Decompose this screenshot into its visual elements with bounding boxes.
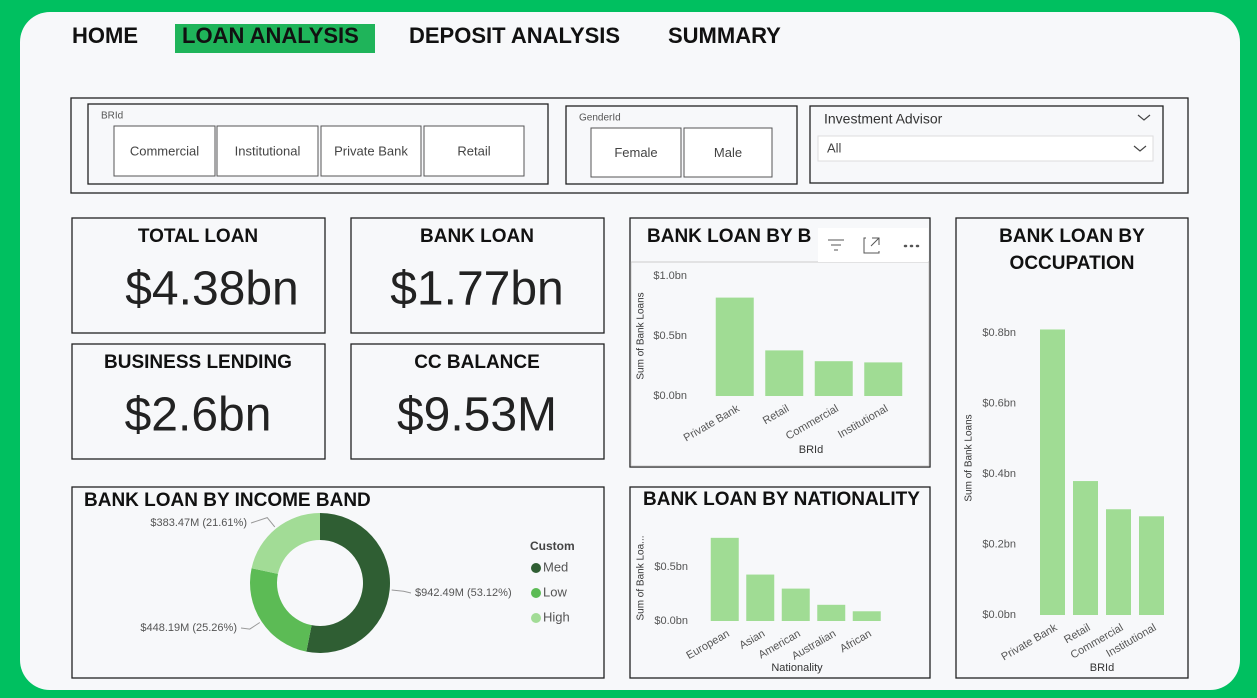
- y-tick-label: $0.4bn: [982, 468, 1016, 480]
- x-axis-label: Nationality: [771, 662, 823, 674]
- bar: [814, 361, 853, 396]
- kpi-card: [71, 217, 326, 334]
- dropdown[interactable]: [817, 135, 1154, 162]
- slicer-option[interactable]: Private Bank: [334, 143, 408, 158]
- dropdown-value[interactable]: All: [827, 140, 842, 155]
- bar: [1106, 509, 1131, 615]
- legend-label: Low: [543, 584, 567, 599]
- y-tick-label: $0.0bn: [653, 390, 687, 402]
- bar: [781, 588, 810, 621]
- slicer-option[interactable]: Female: [614, 145, 657, 160]
- kpi-title: TOTAL LOAN: [138, 226, 258, 247]
- chart-title: BANK LOAN BY NATIONALITY: [643, 489, 920, 510]
- kpi-card: [350, 343, 605, 460]
- y-tick-label: $0.0bn: [982, 609, 1016, 621]
- kpi-value: $2.6bn: [125, 389, 272, 442]
- slicer-box: [87, 103, 549, 185]
- kpi-title: BANK LOAN: [420, 226, 534, 247]
- bar: [715, 297, 754, 396]
- chart-title: BANK LOAN BY: [999, 226, 1145, 247]
- kpi-value: $1.77bn: [390, 263, 564, 316]
- bar: [817, 604, 846, 621]
- chevron: [1137, 114, 1151, 121]
- chart-frame: [629, 486, 931, 679]
- y-axis-label: Sum of Bank Loa...: [636, 535, 647, 620]
- slicer-option[interactable]: Retail: [457, 143, 490, 158]
- chart-frame: [629, 217, 931, 468]
- donut-slice: [306, 513, 390, 653]
- bar: [710, 537, 739, 621]
- kpi-title: BUSINESS LENDING: [104, 352, 292, 373]
- bar: [1139, 516, 1164, 615]
- bar: [852, 611, 881, 621]
- legend-swatch: [531, 613, 541, 623]
- chevron: [1133, 145, 1147, 152]
- slicer-button[interactable]: [216, 125, 319, 177]
- y-tick-label: $0.6bn: [982, 397, 1016, 409]
- y-tick-label: $0.5bn: [654, 561, 688, 573]
- nav-item[interactable]: HOME: [72, 23, 138, 48]
- slicer-button[interactable]: [423, 125, 525, 177]
- y-tick-label: $0.5bn: [653, 330, 687, 342]
- kpi-card: [350, 217, 605, 334]
- focus-icon[interactable]: [863, 237, 880, 254]
- slicer-box: [809, 105, 1164, 184]
- leader-line: [240, 622, 261, 630]
- kpi-value: $4.38bn: [125, 263, 299, 316]
- bar: [1040, 329, 1065, 615]
- kpi-title: CC BALANCE: [414, 352, 540, 373]
- kpi-value: $9.53M: [397, 389, 557, 442]
- slicer-title: BRId: [101, 111, 123, 122]
- slicer-title: Investment Advisor: [824, 111, 943, 127]
- bar: [1073, 481, 1098, 615]
- chart-title: BANK LOAN BY INCOME BAND: [84, 490, 371, 511]
- slicer-button[interactable]: [590, 127, 682, 178]
- legend-label: High: [543, 609, 570, 624]
- donut-slice: [251, 513, 320, 574]
- nav-item[interactable]: DEPOSIT ANALYSIS: [409, 23, 620, 48]
- slicer-button[interactable]: [320, 125, 422, 177]
- kpi-card: [71, 343, 326, 460]
- nav-item[interactable]: LOAN ANALYSIS: [182, 23, 359, 48]
- slicer-button[interactable]: [113, 125, 216, 177]
- chart-frame: [955, 217, 1189, 679]
- chart-title: OCCUPATION: [1010, 253, 1135, 274]
- bar: [864, 362, 903, 396]
- slicer-button[interactable]: [683, 127, 773, 178]
- leader-line: [250, 517, 276, 528]
- y-axis-label: Sum of Bank Loans: [964, 414, 975, 501]
- slicer-option[interactable]: Male: [714, 145, 742, 160]
- x-axis-label: BRId: [799, 444, 823, 456]
- leader-line: [391, 589, 412, 594]
- hover-border: [630, 261, 930, 467]
- slicer-option[interactable]: Commercial: [130, 143, 199, 158]
- slicer-title: GenderId: [579, 113, 621, 124]
- y-tick-label: $0.8bn: [982, 327, 1016, 339]
- x-axis-label: BRId: [1090, 662, 1114, 674]
- y-tick-label: $0.2bn: [982, 538, 1016, 550]
- data-label: $448.19M (25.26%): [140, 622, 237, 634]
- nav-item[interactable]: SUMMARY: [668, 23, 781, 48]
- data-label: $383.47M (21.61%): [150, 517, 247, 529]
- chart-title: BANK LOAN BY B: [647, 226, 811, 247]
- legend-label: Med: [543, 559, 568, 574]
- legend-title: Custom: [530, 539, 575, 553]
- filter-icon[interactable]: [828, 239, 844, 251]
- donut-slice: [249, 568, 312, 652]
- slicer-option[interactable]: Institutional: [235, 143, 301, 158]
- y-tick-label: $1.0bn: [653, 270, 687, 282]
- data-label: $942.49M (53.12%): [415, 587, 512, 599]
- y-tick-label: $0.0bn: [654, 615, 688, 627]
- slicer-box: [565, 105, 798, 185]
- legend-swatch: [531, 588, 541, 598]
- bar: [746, 574, 775, 621]
- chart-frame: [71, 486, 605, 679]
- legend-swatch: [531, 563, 541, 573]
- bar: [765, 350, 804, 396]
- y-axis-label: Sum of Bank Loans: [636, 292, 647, 379]
- nav-active-bg: [175, 24, 375, 53]
- slicer-panel: [70, 97, 1189, 194]
